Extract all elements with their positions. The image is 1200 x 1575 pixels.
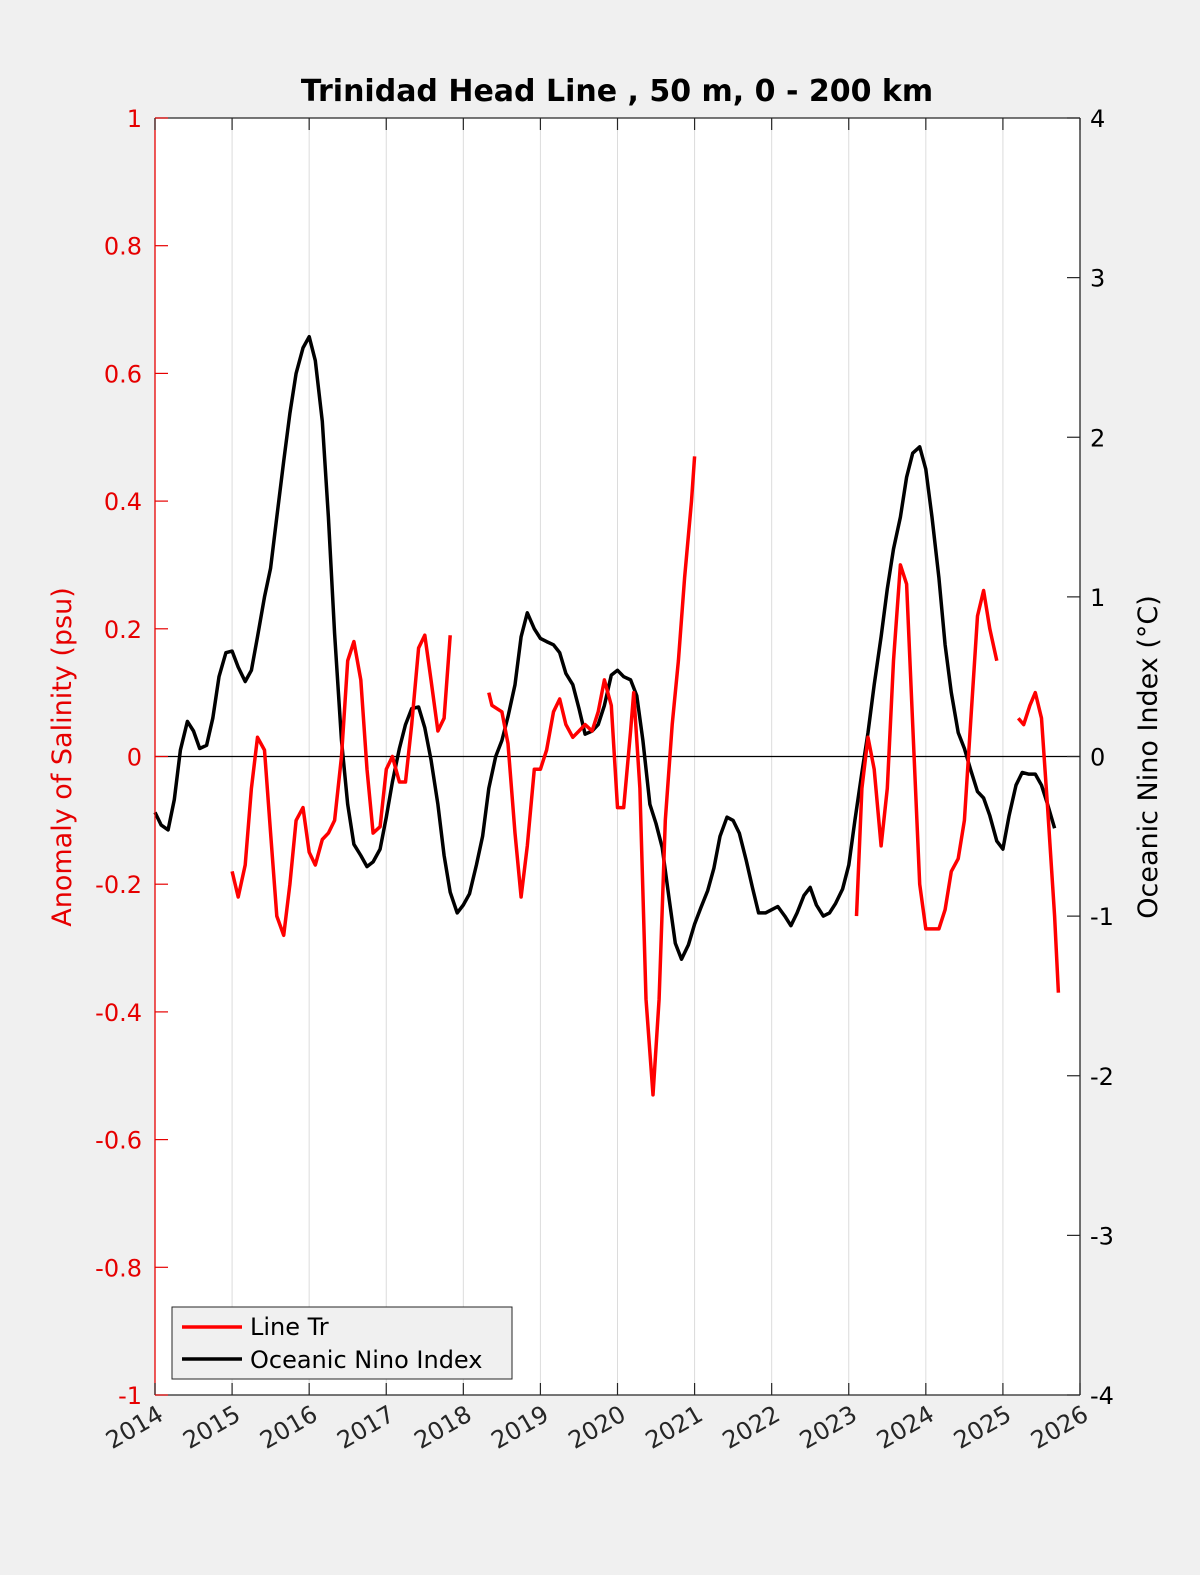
y-tick-label-left: 0 — [127, 744, 142, 772]
y-tick-label-right: 3 — [1090, 265, 1105, 293]
y-tick-label-left: -0.4 — [95, 999, 142, 1027]
y-tick-label-right: -4 — [1090, 1382, 1114, 1410]
y-tick-label-right: 1 — [1090, 584, 1105, 612]
y-tick-label-left: -0.2 — [95, 871, 142, 899]
legend: Line Tr Oceanic Nino Index — [171, 1306, 513, 1380]
y-tick-label-right: -1 — [1090, 903, 1114, 931]
legend-label-oni: Oceanic Nino Index — [250, 1346, 482, 1374]
y-tick-label-left: -1 — [118, 1382, 142, 1410]
y-tick-label-left: -0.8 — [95, 1254, 142, 1282]
y-tick-label-right: 2 — [1090, 424, 1105, 452]
legend-label-line-tr: Line Tr — [250, 1313, 329, 1341]
legend-box — [171, 1306, 513, 1380]
y-tick-label-right: 0 — [1090, 744, 1105, 772]
series-line-line-tr-segment-2 — [854, 563, 999, 931]
y-tick-label-left: 0.4 — [104, 488, 142, 516]
series-layer — [153, 334, 1061, 1097]
y-tick-label-left: 0.8 — [104, 233, 142, 261]
y-tick-label-left: -0.6 — [95, 1127, 142, 1155]
y-tick-label-left: 0.2 — [104, 616, 142, 644]
series-line-line-tr-segment-1 — [487, 456, 697, 1097]
series-line-oceanic-nino-index-segment-0 — [153, 334, 1057, 961]
series-line-line-tr-segment-3 — [1016, 690, 1061, 993]
y-axis-label-right: Oceanic Nino Index (°C) — [1133, 595, 1164, 919]
y-tick-label-right: -2 — [1090, 1063, 1114, 1091]
chart-title: Trinidad Head Line , 50 m, 0 - 200 km — [301, 74, 933, 109]
y-tick-label-right: 4 — [1090, 105, 1105, 133]
y-tick-label-right: -3 — [1090, 1222, 1114, 1250]
y-axis-label-left: Anomaly of Salinity (psu) — [47, 587, 78, 926]
y-tick-label-left: 0.6 — [104, 360, 142, 388]
series-line-line-tr-segment-0 — [230, 633, 452, 938]
y-tick-label-left: 1 — [127, 105, 142, 133]
